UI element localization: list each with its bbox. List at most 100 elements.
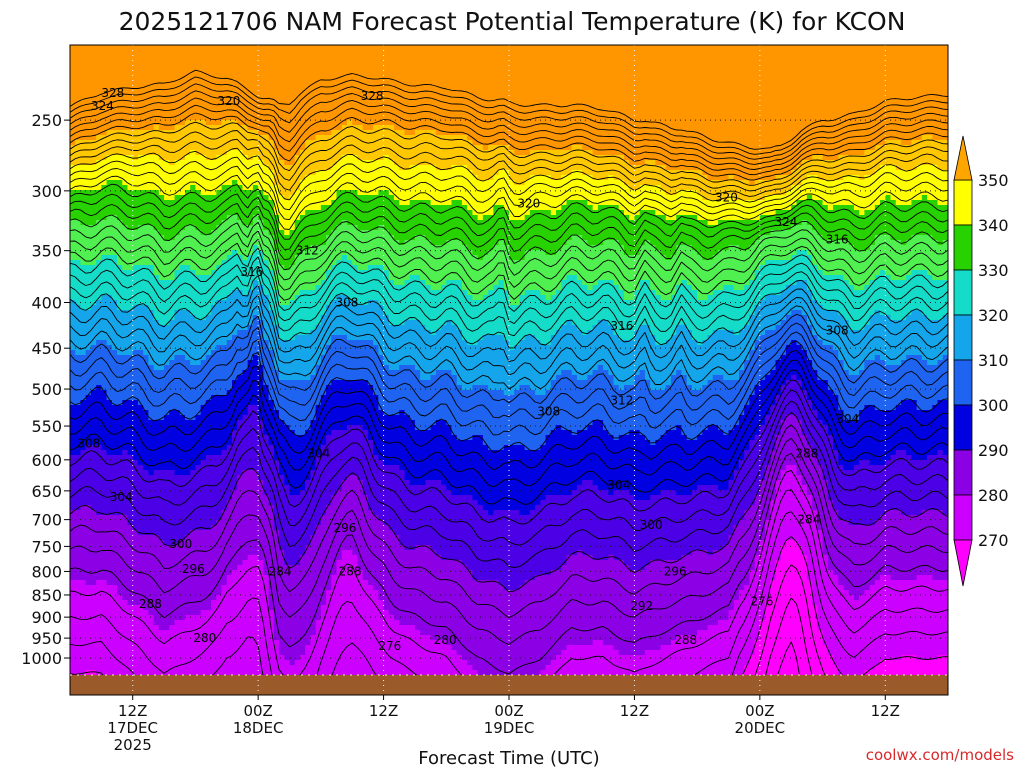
field-cell <box>791 130 797 136</box>
field-cell <box>807 85 813 91</box>
field-cell <box>603 60 609 66</box>
field-cell <box>446 150 452 156</box>
field-cell <box>107 55 113 61</box>
field-cell <box>896 65 902 71</box>
field-cell <box>425 45 431 51</box>
field-cell <box>749 105 755 111</box>
field-cell <box>734 75 740 81</box>
field-cell <box>885 145 891 151</box>
field-cell <box>634 50 640 56</box>
field-cell <box>457 65 463 71</box>
field-cell <box>404 145 410 151</box>
field-cell <box>608 85 614 91</box>
field-cell <box>190 145 196 151</box>
field-cell <box>363 45 369 51</box>
field-cell <box>681 120 687 126</box>
field-cell <box>80 55 86 61</box>
field-cell <box>525 80 531 86</box>
field-cell <box>441 125 447 131</box>
field-cell <box>441 65 447 71</box>
field-cell <box>467 85 473 91</box>
field-cell <box>718 85 724 91</box>
field-cell <box>148 70 154 76</box>
field-cell <box>849 50 855 56</box>
field-cell <box>749 45 755 51</box>
field-cell <box>211 60 217 66</box>
field-cell <box>634 60 640 66</box>
field-cell <box>713 60 719 66</box>
field-cell <box>86 70 92 76</box>
field-cell <box>708 100 714 106</box>
field-cell <box>347 130 353 136</box>
field-cell <box>195 100 201 106</box>
field-cell <box>849 70 855 76</box>
field-cell <box>760 45 766 51</box>
field-cell <box>713 70 719 76</box>
field-cell <box>932 55 938 61</box>
field-cell <box>248 180 254 186</box>
field-cell <box>843 60 849 66</box>
field-cell <box>279 55 285 61</box>
field-cell <box>242 45 248 51</box>
field-cell <box>776 90 782 96</box>
field-cell <box>321 95 327 101</box>
field-cell <box>551 45 557 51</box>
field-cell <box>896 95 902 101</box>
field-cell <box>201 130 207 136</box>
field-cell <box>242 60 248 66</box>
field-cell <box>117 70 123 76</box>
field-cell <box>723 95 729 101</box>
field-cell <box>509 160 515 166</box>
field-cell <box>802 110 808 116</box>
field-cell <box>462 160 468 166</box>
field-cell <box>159 150 165 156</box>
field-cell <box>932 75 938 81</box>
field-cell <box>561 70 567 76</box>
field-cell <box>420 50 426 56</box>
field-cell <box>373 65 379 71</box>
field-cell <box>190 180 196 186</box>
field-cell <box>201 50 207 56</box>
field-cell <box>384 150 390 156</box>
field-cell <box>749 80 755 86</box>
field-cell <box>561 50 567 56</box>
field-cell <box>305 55 311 61</box>
field-cell <box>279 85 285 91</box>
field-cell <box>697 55 703 61</box>
field-cell <box>922 85 928 91</box>
field-cell <box>321 105 327 111</box>
field-cell <box>384 70 390 76</box>
field-cell <box>185 125 191 131</box>
field-cell <box>566 50 572 56</box>
field-cell <box>823 130 829 136</box>
field-cell <box>514 80 520 86</box>
field-cell <box>483 85 489 91</box>
field-cell <box>404 100 410 106</box>
field-cell <box>467 175 473 181</box>
field-cell <box>216 50 222 56</box>
field-cell <box>645 45 651 51</box>
field-cell <box>697 65 703 71</box>
field-cell <box>337 70 343 76</box>
field-cell <box>352 55 358 61</box>
field-cell <box>499 80 505 86</box>
field-cell <box>232 55 238 61</box>
field-cell <box>133 80 139 86</box>
field-cell <box>488 65 494 71</box>
field-cell <box>681 150 687 156</box>
field-cell <box>713 135 719 141</box>
field-cell <box>556 55 562 61</box>
field-cell <box>870 95 876 101</box>
field-cell <box>452 160 458 166</box>
field-cell <box>666 120 672 126</box>
field-cell <box>749 135 755 141</box>
field-cell <box>671 185 677 191</box>
field-cell <box>843 90 849 96</box>
field-cell <box>692 70 698 76</box>
field-cell <box>227 145 233 151</box>
field-cell <box>425 135 431 141</box>
field-cell <box>676 160 682 166</box>
field-cell <box>499 180 505 186</box>
field-cell <box>316 155 322 161</box>
field-cell <box>185 155 191 161</box>
